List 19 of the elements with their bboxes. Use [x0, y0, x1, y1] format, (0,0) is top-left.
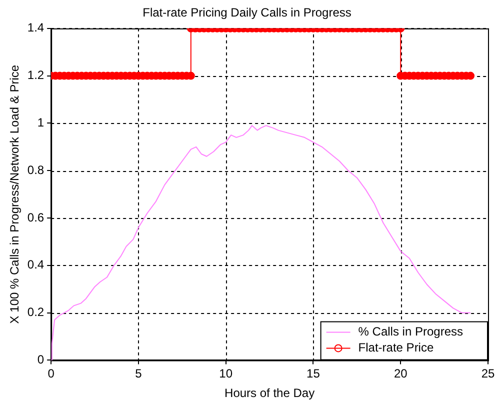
- x-tick-label: 25: [481, 366, 495, 381]
- y-tick-label: 0: [37, 352, 44, 367]
- y-tick-label: 1.2: [27, 68, 44, 82]
- y-tick-label: 0.8: [27, 162, 44, 177]
- chart-title: Flat-rate Pricing Daily Calls in Progress: [142, 6, 352, 20]
- y-axis-title: X 100 % Calls in Progress/Network Load & Price: [8, 64, 22, 324]
- y-tick-label: 0.6: [27, 210, 44, 224]
- x-tick-label: 15: [306, 366, 320, 381]
- x-axis-title: Hours of the Day: [224, 386, 315, 400]
- y-tick-label: 0.4: [27, 258, 44, 272]
- y-tick-label: 0.2: [27, 305, 44, 320]
- x-tick-label: 5: [135, 366, 142, 381]
- y-tick-label: 1.4: [27, 20, 44, 35]
- x-tick-label: 20: [394, 366, 408, 381]
- y-tick-label: 1: [37, 116, 44, 130]
- x-tick-label: 0: [48, 366, 55, 381]
- legend-label: % Calls in Progress: [358, 324, 463, 339]
- legend-label: Flat-rate Price: [358, 340, 434, 355]
- x-tick-label: 10: [219, 366, 233, 381]
